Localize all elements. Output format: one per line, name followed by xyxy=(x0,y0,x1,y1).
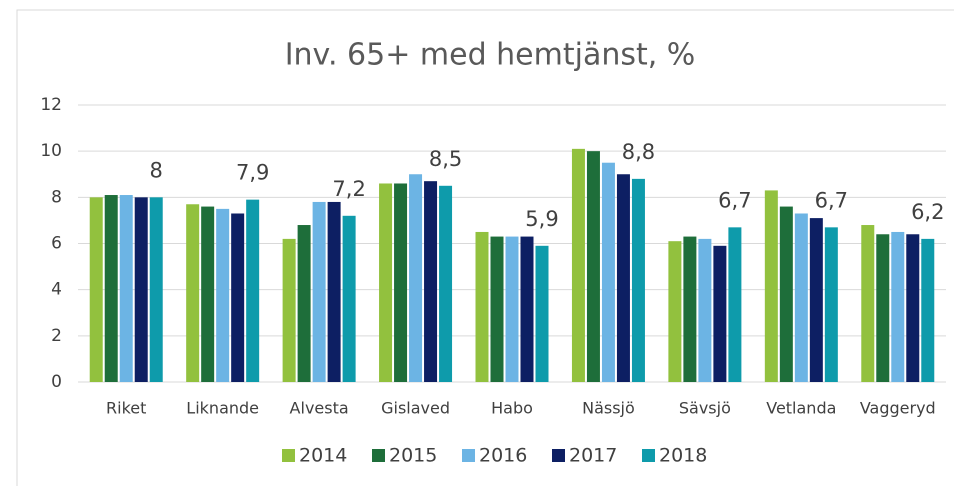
bar xyxy=(342,215,356,382)
bar xyxy=(282,238,296,382)
bar xyxy=(921,238,935,382)
y-tick-label: 12 xyxy=(40,95,62,115)
bar xyxy=(809,218,823,382)
legend-swatch xyxy=(282,449,295,462)
bar xyxy=(861,225,875,382)
bar xyxy=(698,238,712,382)
legend-swatch xyxy=(552,449,565,462)
bar xyxy=(119,195,133,382)
x-tick-label: Vetlanda xyxy=(766,399,836,418)
data-label: 7,9 xyxy=(236,161,269,185)
legend-label: 2015 xyxy=(389,445,437,467)
bar xyxy=(794,213,808,382)
y-tick-label: 0 xyxy=(51,372,62,392)
bar xyxy=(89,197,103,382)
chart-title: Inv. 65+ med hemtjänst, % xyxy=(285,38,696,73)
bar xyxy=(571,148,585,382)
x-tick-label: Sävsjö xyxy=(679,399,731,418)
bar xyxy=(616,174,630,382)
bar xyxy=(764,190,778,382)
bar xyxy=(824,227,838,382)
legend-swatch xyxy=(462,449,475,462)
bar xyxy=(475,231,489,382)
legend-swatch xyxy=(642,449,655,462)
bar xyxy=(231,213,245,382)
x-tick-label: Nässjö xyxy=(582,399,635,418)
bar xyxy=(394,183,408,382)
bar xyxy=(906,234,920,382)
bar xyxy=(728,227,742,382)
bar xyxy=(601,162,615,382)
data-label: 5,9 xyxy=(525,207,558,231)
data-label: 8,5 xyxy=(429,147,462,171)
bar xyxy=(490,236,504,382)
bar xyxy=(216,208,230,382)
bar xyxy=(520,236,534,382)
bar xyxy=(439,185,453,382)
bar xyxy=(876,234,890,382)
bar xyxy=(312,201,326,382)
bar xyxy=(535,245,549,382)
bar xyxy=(891,231,905,382)
bar xyxy=(586,151,600,382)
bar xyxy=(683,236,697,382)
bar xyxy=(327,201,341,382)
legend-swatch xyxy=(372,449,385,462)
legend-label: 2014 xyxy=(299,445,347,467)
y-tick-label: 2 xyxy=(51,326,62,346)
legend-label: 2016 xyxy=(479,445,527,467)
bar xyxy=(424,181,438,382)
bar xyxy=(149,197,163,382)
bar xyxy=(134,197,148,382)
bar xyxy=(779,206,793,382)
y-tick-label: 10 xyxy=(40,141,62,161)
bar xyxy=(201,206,215,382)
bar xyxy=(409,174,423,382)
legend-label: 2018 xyxy=(659,445,707,467)
x-tick-label: Habo xyxy=(491,399,533,418)
bar xyxy=(713,245,727,382)
y-tick-label: 6 xyxy=(51,234,62,254)
bar xyxy=(104,195,118,382)
bar xyxy=(631,178,645,382)
x-tick-label: Riket xyxy=(106,399,146,418)
data-label: 8,8 xyxy=(622,140,655,164)
bar xyxy=(297,225,311,382)
y-tick-label: 8 xyxy=(51,187,62,207)
legend-label: 2017 xyxy=(569,445,617,467)
data-label: 7,2 xyxy=(332,177,365,201)
bar xyxy=(505,236,519,382)
data-label: 6,7 xyxy=(718,188,751,212)
x-tick-label: Vaggeryd xyxy=(860,399,936,418)
x-tick-label: Alvesta xyxy=(290,399,349,418)
data-label: 6,2 xyxy=(911,200,944,224)
bar xyxy=(668,241,682,382)
data-label: 8 xyxy=(150,158,163,182)
data-label: 6,7 xyxy=(815,188,848,212)
x-tick-label: Liknande xyxy=(186,399,259,418)
y-tick-label: 4 xyxy=(51,280,62,300)
bar xyxy=(186,204,200,382)
x-tick-label: Gislaved xyxy=(381,399,450,418)
bar xyxy=(246,199,260,382)
bar xyxy=(379,183,393,382)
